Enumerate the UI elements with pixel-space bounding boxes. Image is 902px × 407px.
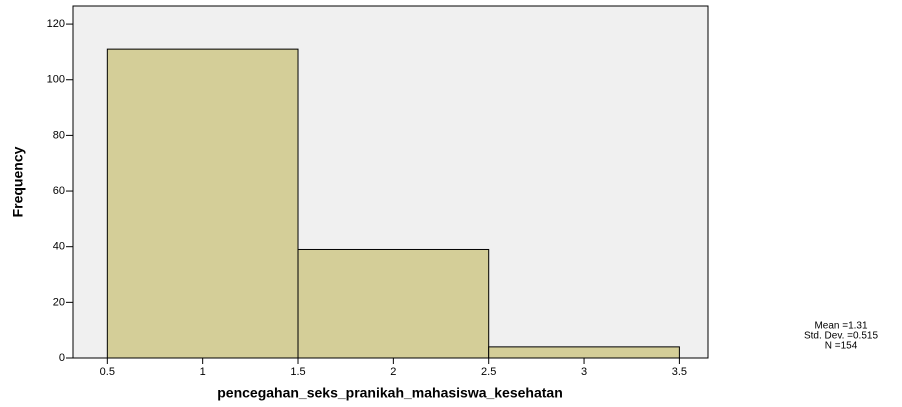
stat-label: Mean =1.31 [814,321,868,332]
y-tick-label: 20 [53,296,65,308]
x-tick-label: 1 [200,366,206,378]
x-tick-label: 3.5 [672,366,687,378]
y-tick-label: 120 [47,18,65,30]
x-tick-label: 3 [581,366,587,378]
bar [297,248,490,359]
stat-label: N =154 [825,341,858,352]
x-tick-label: 1.5 [290,366,305,378]
x-tick-label: 2 [390,366,396,378]
bar [488,346,680,359]
y-tick-label: 40 [53,241,65,253]
y-axis-title: Frequency [10,146,26,217]
stat-label: Std. Dev. =0.515 [804,331,878,342]
y-tick-label: 80 [53,129,65,141]
plot-border [72,5,709,359]
x-tick-label: 2.5 [481,366,496,378]
x-tick-label: 0.5 [100,366,115,378]
bar [106,48,299,359]
y-tick-label: 100 [47,74,65,86]
y-tick-label: 0 [59,352,65,364]
y-tick-label: 60 [53,185,65,197]
x-axis-title: pencegahan_seks_pranikah_mahasiswa_keseh… [217,385,563,401]
